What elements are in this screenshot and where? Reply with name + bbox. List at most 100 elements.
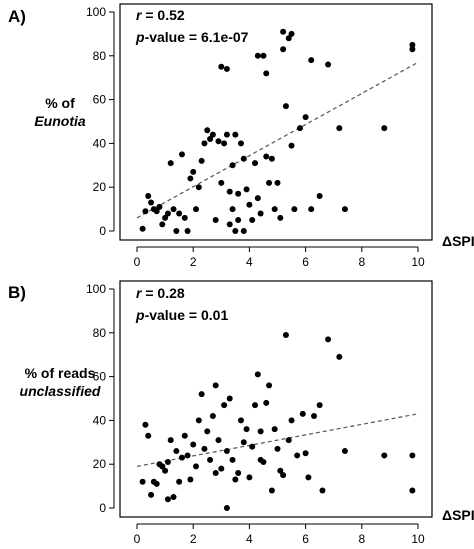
data-point (240, 228, 247, 234)
data-point (207, 136, 214, 143)
data-point (341, 448, 348, 455)
chart-b: 0 20 40 60 80 100 0 2 4 6 8 10 (86, 280, 433, 546)
y-tick-label: 40 (93, 136, 107, 150)
data-point (226, 221, 233, 228)
data-point (282, 103, 289, 110)
data-point (325, 336, 332, 343)
panel-b-ylabel-line1: % of reads (25, 365, 96, 381)
panel-a-label: A) (8, 7, 26, 26)
data-point (223, 65, 230, 72)
data-point (170, 494, 177, 501)
panel-b-stat-r: r = 0.28 (136, 285, 185, 301)
panel-b-stat-p-symbol: p (135, 307, 145, 323)
data-point (215, 437, 222, 444)
data-point (164, 496, 171, 503)
chart-a: 0 20 40 60 80 100 0 2 4 6 8 10 (86, 3, 433, 269)
data-point (164, 459, 171, 466)
y-tick-label: 40 (93, 413, 107, 427)
panel-b-label: B) (8, 283, 26, 302)
y-tick-label: 60 (93, 93, 107, 107)
data-point (235, 469, 242, 476)
data-point (184, 228, 191, 234)
data-point (316, 402, 323, 409)
data-point (226, 395, 233, 402)
data-point (296, 125, 303, 132)
data-point (173, 448, 180, 455)
data-point (257, 428, 264, 435)
data-point (249, 443, 256, 450)
panel-b-xlabel: ΔSPI (442, 507, 474, 523)
data-point (142, 421, 149, 428)
data-point (409, 452, 416, 459)
data-point (162, 214, 169, 221)
data-point (223, 505, 230, 511)
data-point (145, 432, 152, 439)
y-tick-label: 0 (99, 224, 106, 238)
data-point (319, 487, 326, 494)
data-point (229, 206, 236, 213)
trend-line (136, 61, 419, 219)
data-point (257, 456, 264, 463)
data-point (176, 478, 183, 485)
panel-b: B) % of reads unclassified ΔSPI r = 0.28… (8, 283, 474, 523)
data-point (268, 155, 275, 162)
x-tick-label: 0 (134, 255, 141, 269)
data-point (153, 208, 160, 215)
x-tick-label: 10 (411, 255, 425, 269)
panel-a-xlabel: ΔSPI (442, 233, 474, 249)
data-point (201, 140, 208, 147)
data-point (195, 417, 202, 424)
y-tick-label: 80 (93, 49, 107, 63)
y-tick-label: 100 (86, 282, 106, 296)
data-point (288, 417, 295, 424)
data-point (139, 225, 146, 232)
data-point (305, 474, 312, 481)
data-point (223, 448, 230, 455)
data-point (246, 474, 253, 481)
panel-a: A) % of Eunotia ΔSPI r = 0.52 p-value = … (8, 7, 474, 249)
y-tick-label: 80 (93, 326, 107, 340)
data-point (277, 214, 284, 221)
data-point (167, 160, 174, 167)
data-point (381, 452, 388, 459)
data-point (184, 452, 191, 459)
data-point (409, 487, 416, 494)
data-point (178, 151, 185, 158)
panel-a-ylabel-line2: Eunotia (34, 113, 86, 129)
data-point (316, 192, 323, 199)
data-point (240, 155, 247, 162)
data-point (240, 439, 247, 446)
panel-b-stat-p-value: -value = 0.01 (145, 307, 229, 323)
data-point (207, 456, 214, 463)
data-point (232, 228, 239, 234)
data-point (159, 221, 166, 228)
data-point (288, 30, 295, 37)
data-point (139, 478, 146, 485)
y-tick-label: 60 (93, 370, 107, 384)
data-point (302, 114, 309, 121)
data-point (274, 179, 281, 186)
data-point (229, 456, 236, 463)
panel-a-stat-r-symbol: r (136, 7, 143, 23)
data-point (209, 413, 216, 420)
data-point (201, 445, 208, 452)
data-point (164, 210, 171, 217)
data-point (176, 210, 183, 217)
data-point (381, 125, 388, 132)
data-point (308, 57, 315, 64)
trend-line (136, 413, 419, 467)
data-point (308, 206, 315, 213)
data-point (299, 410, 306, 417)
panel-b-stat-p: p-value = 0.01 (135, 307, 228, 323)
data-point (243, 186, 250, 193)
data-point (221, 402, 228, 409)
data-point (263, 70, 270, 77)
panel-b-ylabel-line2: unclassified (20, 383, 101, 399)
data-point (252, 402, 259, 409)
data-point (181, 432, 188, 439)
y-tick-label: 20 (93, 457, 107, 471)
data-point (173, 228, 180, 234)
plot-frame (119, 3, 433, 241)
data-point (148, 199, 155, 206)
y-tick-label: 0 (99, 501, 106, 515)
